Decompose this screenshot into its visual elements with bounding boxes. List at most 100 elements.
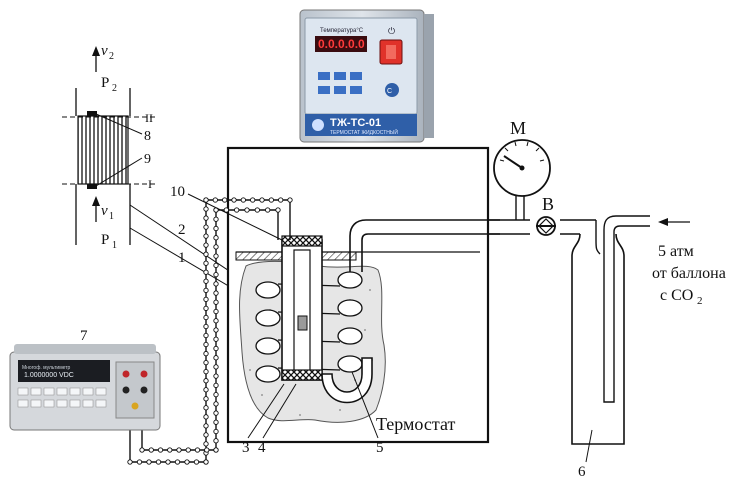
wire-bead bbox=[213, 281, 219, 287]
wire-bead bbox=[213, 290, 219, 296]
label-7: 7 bbox=[80, 328, 88, 344]
label-9: 9 bbox=[144, 152, 151, 167]
wire-bead bbox=[203, 314, 209, 321]
gas-type-label: с CO bbox=[660, 287, 693, 304]
device-keypad: C bbox=[318, 72, 399, 97]
bottom-seal bbox=[281, 369, 323, 381]
wire-bead bbox=[203, 459, 209, 465]
power-symbol-icon: ⏻ bbox=[388, 26, 395, 36]
wire-bead bbox=[203, 224, 209, 230]
label-4: 4 bbox=[258, 440, 266, 456]
wire-bead bbox=[194, 447, 201, 453]
multimeter-display: 1.0000000 VDC bbox=[24, 372, 74, 379]
wire-bead bbox=[203, 332, 209, 339]
input-jack[interactable] bbox=[122, 386, 130, 394]
wire-bead bbox=[213, 373, 219, 379]
input-jack[interactable] bbox=[140, 370, 148, 378]
meter-button[interactable] bbox=[30, 399, 42, 408]
p1-label: P bbox=[101, 232, 109, 248]
label-2: 2 bbox=[178, 222, 186, 238]
device-subtitle: ТЕРМОСТАТ ЖИДКОСТНЫЙ bbox=[330, 128, 398, 136]
meter-button[interactable] bbox=[43, 387, 55, 396]
key-button[interactable] bbox=[318, 86, 330, 94]
wire-bead bbox=[203, 341, 209, 348]
device-top-label: Температура°C bbox=[320, 28, 364, 34]
gauge-ticks bbox=[499, 141, 545, 162]
wire-bead bbox=[278, 197, 284, 203]
wire-bead bbox=[185, 447, 191, 453]
meter-button[interactable] bbox=[17, 387, 29, 396]
wire-bead bbox=[203, 359, 209, 366]
wire-bead bbox=[176, 447, 182, 453]
thermostat-bath bbox=[226, 146, 500, 444]
leader-6 bbox=[585, 429, 593, 463]
wire-bead bbox=[213, 345, 219, 352]
input-jack[interactable] bbox=[140, 386, 148, 394]
wire-bead bbox=[203, 387, 209, 393]
label-1: 1 bbox=[178, 250, 186, 266]
leader-10 bbox=[187, 193, 283, 241]
meter-button[interactable] bbox=[69, 399, 81, 408]
wire-bead bbox=[203, 305, 209, 312]
key-button[interactable] bbox=[334, 72, 346, 80]
wire-bead bbox=[203, 369, 209, 375]
key-button[interactable] bbox=[334, 86, 346, 94]
input-jack[interactable] bbox=[131, 402, 139, 410]
wire-bead bbox=[127, 459, 133, 465]
wire-beads bbox=[127, 197, 293, 465]
meter-button[interactable] bbox=[56, 399, 68, 408]
label-6: 6 bbox=[578, 464, 586, 480]
meter-button[interactable] bbox=[30, 387, 42, 396]
valve-label-b: B bbox=[542, 194, 554, 214]
inlet-tube bbox=[603, 215, 650, 403]
wire-bead bbox=[167, 447, 173, 453]
wire-bead bbox=[213, 262, 219, 269]
wire-bead bbox=[184, 459, 190, 465]
wire-bead bbox=[203, 323, 209, 330]
wire-bead bbox=[203, 350, 209, 357]
multimeter: Многоф. мультиметр 1.0000000 VDC bbox=[9, 344, 161, 431]
meter-button[interactable] bbox=[82, 399, 94, 408]
meter-button[interactable] bbox=[95, 387, 107, 396]
v2-label: v bbox=[101, 43, 108, 59]
meter-button[interactable] bbox=[43, 399, 55, 408]
wire-bead bbox=[213, 382, 219, 389]
input-jack[interactable] bbox=[122, 370, 130, 378]
key-button[interactable] bbox=[350, 86, 362, 94]
wire-bead bbox=[213, 253, 219, 259]
p2-label: P bbox=[101, 75, 109, 91]
key-button[interactable] bbox=[318, 72, 330, 80]
key-button[interactable] bbox=[350, 72, 362, 80]
meter-button[interactable] bbox=[82, 387, 94, 396]
wire-bead bbox=[259, 197, 265, 203]
multimeter-buttons bbox=[17, 387, 107, 408]
wire-bead bbox=[203, 251, 209, 257]
wire-bead bbox=[203, 215, 209, 221]
wire-bead bbox=[213, 225, 219, 232]
wire-bead bbox=[213, 438, 219, 444]
wire-bead bbox=[203, 278, 209, 284]
wire-bead bbox=[213, 308, 219, 315]
wire-bead bbox=[204, 447, 210, 453]
meter-button[interactable] bbox=[56, 387, 68, 396]
wire-bead bbox=[157, 447, 164, 453]
meter-button[interactable] bbox=[69, 387, 81, 396]
wire-bead bbox=[213, 318, 219, 324]
wire-bead bbox=[148, 447, 154, 453]
gauge-needle bbox=[503, 155, 523, 169]
wire-bead bbox=[136, 459, 143, 465]
wire-bead bbox=[212, 197, 218, 203]
wire-bead bbox=[165, 459, 171, 465]
brand-logo-icon bbox=[385, 83, 399, 97]
thermostat-label: Термостат bbox=[376, 414, 455, 434]
wire-bead bbox=[213, 419, 219, 425]
wire-bead bbox=[203, 396, 209, 402]
meter-button[interactable] bbox=[95, 399, 107, 408]
wire-bead bbox=[139, 447, 145, 453]
meter-button[interactable] bbox=[17, 399, 29, 408]
wire-bead bbox=[213, 271, 219, 278]
wire-bead bbox=[223, 207, 229, 213]
label-8: 8 bbox=[144, 129, 151, 144]
wire-bead bbox=[213, 428, 219, 435]
